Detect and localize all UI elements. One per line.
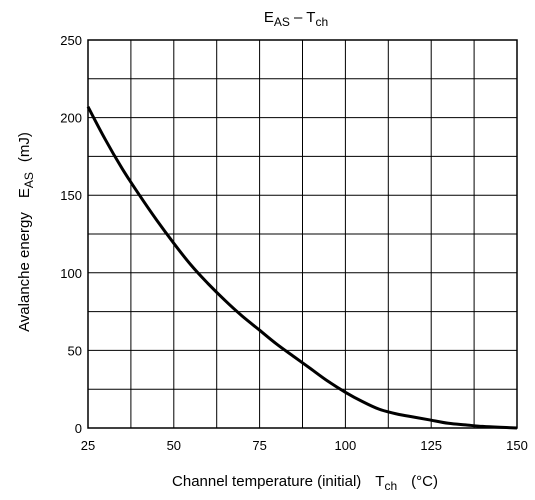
x-tick-label: 50 <box>167 438 181 453</box>
x-tick-label: 25 <box>81 438 95 453</box>
y-tick-label: 50 <box>68 343 82 358</box>
y-tick-label: 0 <box>75 421 82 436</box>
y-tick-label: 100 <box>60 266 82 281</box>
plot-frame <box>87 39 518 429</box>
x-tick-label: 150 <box>506 438 528 453</box>
y-tick-label: 200 <box>60 111 82 126</box>
x-tick-label: 125 <box>420 438 442 453</box>
y-tick-label: 150 <box>60 188 82 203</box>
x-tick-label: 100 <box>335 438 357 453</box>
y-tick-label: 250 <box>60 33 82 48</box>
y-tick-labels: 0 50 100 150 200 250 <box>60 33 82 436</box>
grid <box>87 39 518 429</box>
y-axis-label: Avalanche energyEAS(mJ) <box>16 132 36 332</box>
chart-title: EAS – Tch <box>264 9 328 29</box>
x-tick-label: 75 <box>252 438 266 453</box>
x-tick-labels: 25 50 75 100 125 150 <box>81 438 528 453</box>
series-line <box>86 106 518 430</box>
x-axis-label: Channel temperature (initial) Tch (°C) <box>172 473 438 493</box>
